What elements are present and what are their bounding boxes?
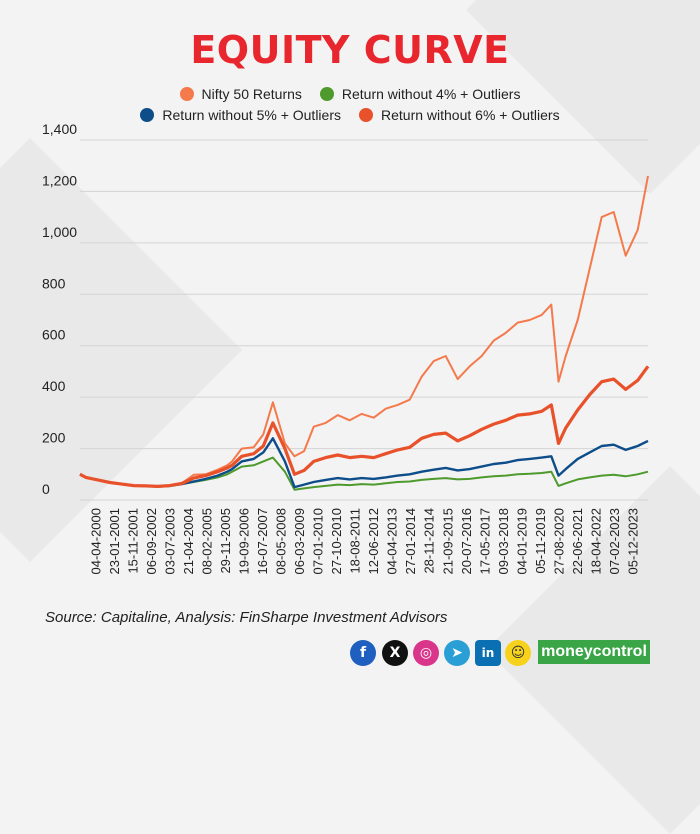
- y-tick-label: 1,200: [42, 172, 77, 188]
- x-tick-label: 08-05-2008: [274, 508, 289, 575]
- snapchat-icon[interactable]: ☺: [505, 640, 531, 666]
- telegram-icon[interactable]: ➤: [444, 640, 470, 666]
- legend-item-ret5: Return without 5% + Outliers: [140, 107, 341, 123]
- x-tick-label: 04-04-2013: [385, 508, 400, 575]
- y-axis-ticks: 0 200 400 600 800 1,000 1,200 1,400: [42, 121, 77, 497]
- x-tick-label: 17-05-2017: [477, 508, 492, 575]
- legend-dot-nifty: [179, 87, 194, 101]
- x-tick-label: 06-03-2009: [292, 508, 307, 575]
- y-tick-label: 1,400: [42, 121, 77, 137]
- linkedin-icon[interactable]: in: [475, 640, 501, 666]
- x-tick-label: 04-01-2019: [514, 508, 529, 575]
- x-tick-label: 21-09-2015: [440, 508, 455, 575]
- x-tick-label: 21-04-2004: [181, 508, 196, 575]
- x-tick-label: 28-11-2014: [422, 508, 437, 574]
- legend-item-nifty: Nifty 50 Returns: [179, 86, 302, 102]
- x-tick-label: 18-04-2022: [588, 508, 603, 575]
- x-tick-label: 06-09-2002: [144, 508, 159, 575]
- moneycontrol-logo: moneycontrol: [538, 640, 650, 664]
- x-tick-label: 27-01-2014: [403, 508, 418, 575]
- x-tick-label: 29-11-2005: [218, 508, 233, 574]
- x-tick-label: 20-07-2016: [459, 508, 474, 574]
- x-tick-label: 18-08-2011: [348, 508, 363, 574]
- x-tick-label: 05-11-2019: [533, 508, 548, 574]
- x-tick-label: 16-07-2007: [255, 508, 270, 575]
- legend-label-ret6: Return without 6% + Outliers: [381, 107, 560, 123]
- gridlines: [80, 139, 648, 501]
- y-tick-label: 1,000: [42, 224, 77, 240]
- x-tick-label: 19-09-2006: [237, 508, 252, 575]
- series-lines: [79, 175, 650, 491]
- x-tick-label: 07-01-2010: [311, 508, 326, 575]
- x-tick-label: 03-07-2003: [163, 508, 178, 575]
- x-tick-label: 22-06-2021: [570, 508, 585, 575]
- x-tick-label: 07-02-2023: [607, 508, 622, 575]
- legend-row-1: Nifty 50 Returns Return without 4% + Out…: [0, 86, 700, 102]
- y-tick-label: 200: [42, 430, 66, 446]
- x-tick-label: 08-02-2005: [200, 508, 215, 575]
- series-line-nifty: [79, 175, 649, 488]
- x-tick-label: 12-06-2012: [366, 508, 381, 575]
- source-note: Source: Capitaline, Analysis: FinSharpe …: [45, 609, 448, 626]
- x-tick-label: 23-01-2001: [107, 508, 122, 575]
- legend-dot-ret6: [359, 108, 373, 122]
- legend-label-nifty: Nifty 50 Returns: [201, 86, 302, 102]
- y-tick-label: 0: [42, 481, 50, 497]
- series-line-ret5: [79, 437, 649, 489]
- equity-curve-chart: 0 200 400 600 800 1,000 1,200 1,400 04-04-2000 2…: [42, 121, 650, 575]
- chart-title: EQUITY CURVE: [190, 28, 510, 72]
- x-tick-label: 27-10-2010: [329, 508, 344, 575]
- x-tick-label: 04-04-2000: [88, 508, 103, 575]
- x-axis-ticks: 04-04-2000 23-01-2001 15-11-2001 06-09-2002…: [88, 508, 640, 575]
- facebook-icon[interactable]: f: [350, 640, 376, 666]
- x-tick-label: 15-11-2001: [125, 508, 140, 574]
- series-line-ret6: [79, 365, 650, 488]
- x-tick-label: 09-03-2018: [496, 508, 511, 575]
- legend-row-2: Return without 5% + Outliers Return with…: [0, 107, 700, 123]
- x-tick-label: 05-12-2023: [625, 508, 640, 575]
- legend-item-ret6: Return without 6% + Outliers: [359, 107, 560, 123]
- legend-dot-ret4: [319, 87, 334, 101]
- legend-dot-ret5: [140, 108, 155, 122]
- y-tick-label: 800: [42, 275, 66, 291]
- y-tick-label: 400: [42, 378, 66, 394]
- instagram-icon[interactable]: ◎: [413, 640, 439, 666]
- legend-item-ret4: Return without 4% + Outliers: [319, 86, 521, 102]
- legend-label-ret5: Return without 5% + Outliers: [162, 107, 341, 123]
- x-icon[interactable]: X: [382, 640, 408, 666]
- y-tick-label: 600: [42, 327, 66, 343]
- x-tick-label: 27-08-2020: [551, 508, 566, 575]
- legend-label-ret4: Return without 4% + Outliers: [341, 86, 521, 102]
